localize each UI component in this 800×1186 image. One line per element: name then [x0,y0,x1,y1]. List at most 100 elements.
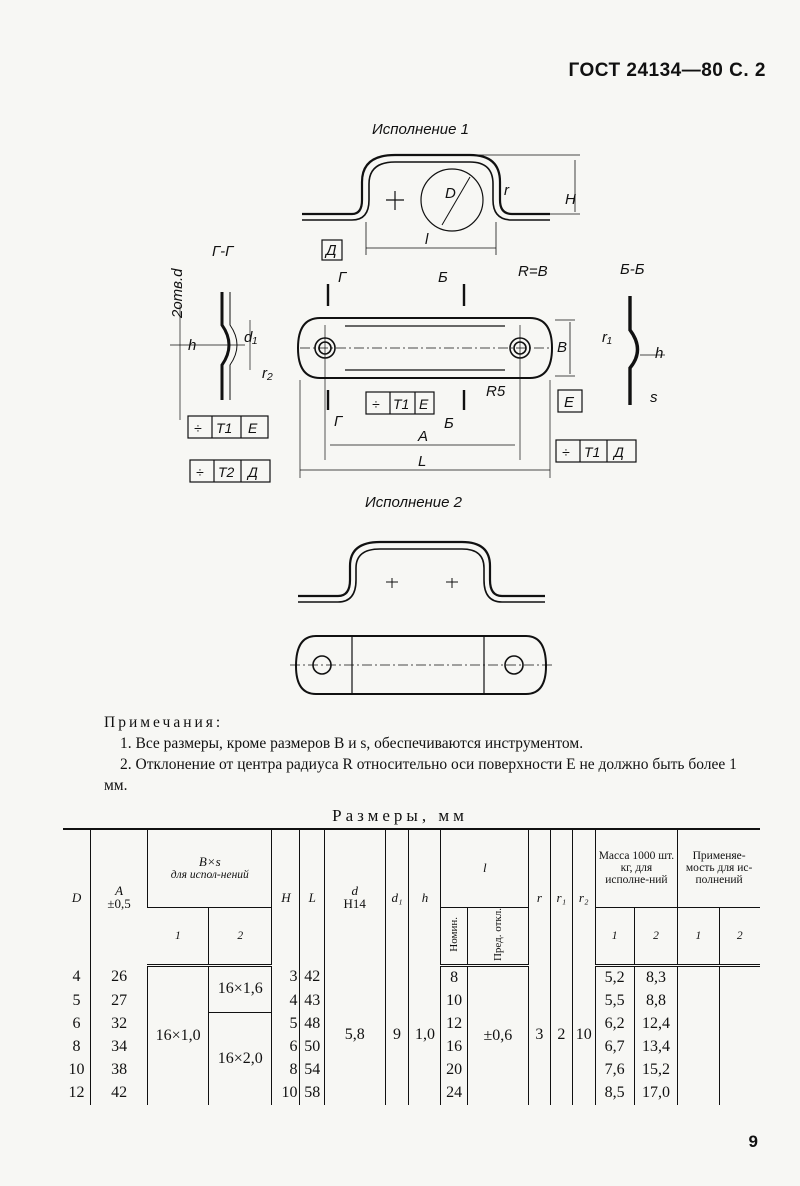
cell-m2: 8,3 [633,965,678,990]
cell-D: 4 [72,968,81,986]
document-header: ГОСТ 24134—80 С. 2 [568,60,766,81]
tol2-sym: ÷ [372,396,380,412]
cell-A: 27 [90,989,148,1013]
cell-m1: 8,5 [594,1081,635,1105]
col-l-dev: Пред. откл. [466,906,529,967]
cell-L: 43 [299,989,325,1013]
table-row: 5 27 4 43 10 5,5 8,8 [63,989,760,1013]
col-D: D [71,889,82,905]
cell-r1: 2 [549,965,573,1105]
col-d-label: d [351,882,358,898]
cell-d: 5,8 [323,965,385,1105]
cell-D: 10 [68,1061,85,1079]
note-1: 1. Все размеры, кроме размеров B и s, об… [120,735,584,752]
cell-L: 50 [299,1035,325,1059]
col-mass: Масса 1000 шт. кг, для исполне-ний [594,829,678,907]
col-d: d H14 [323,829,385,966]
variant2-title: Исполнение 2 [365,494,463,511]
tol1-datum: E [248,420,258,436]
col-mass-v1: 1 [594,906,635,967]
table-row: 10 38 8 54 20 7,6 15,2 [63,1058,760,1082]
cell-L: 58 [299,1081,325,1105]
cell-D: 8 [72,1038,81,1056]
cell-app2 [718,965,760,1105]
cell-D: 6 [72,1015,81,1033]
label-D: D [445,185,456,202]
page-number: 9 [748,1132,758,1151]
col-l-nom: Номин. [440,906,468,967]
cell-m1: 7,6 [594,1058,635,1082]
tol3-sym: ÷ [562,444,570,460]
label-d1: d₁ [244,329,257,346]
cell-m1: 6,2 [594,1012,635,1036]
cell-m1: 5,2 [594,965,635,990]
section-g-title: Г-Г [212,243,235,260]
cell-bs2a: 16×1,6 [208,965,272,1014]
table-row: 12 42 10 58 24 8,5 17,0 [63,1081,760,1105]
col-r: r [528,829,551,966]
label-h: h [188,337,196,354]
label-G-top: Г [338,269,348,286]
cell-l: 8 [440,965,468,990]
tol2-grade: T1 [393,396,409,412]
cell-l: 24 [440,1081,468,1105]
cell-m2: 13,4 [633,1035,678,1059]
label-A: A [417,428,428,445]
cell-bs2b: 16×2,0 [208,1012,272,1105]
cell-h: 1,0 [408,965,441,1105]
cell-D: 5 [72,992,81,1010]
cell-H: 5 [271,1012,300,1036]
col-A-tol: ±0,5 [107,895,131,911]
tol4-grade: T2 [218,464,235,480]
tol4-sym: ÷ [196,464,204,480]
cell-l: 10 [440,989,468,1013]
col-A: A ±0,5 [90,829,148,966]
col-h: h [408,829,441,966]
cell-A: 42 [90,1081,148,1105]
col-mass-v2: 2 [633,906,678,967]
col-d-tol: H14 [343,895,366,911]
cell-d1: 9 [384,965,409,1105]
label-R-eq-B: R=B [518,263,548,280]
tol1-sym: ÷ [194,420,202,436]
cell-H: 10 [271,1081,300,1105]
cell-m2: 15,2 [633,1058,678,1082]
col-applic-v1: 1 [677,906,720,967]
tol2-datum: E [419,396,429,412]
cell-A: 32 [90,1012,148,1036]
tol1-grade: T1 [216,420,232,436]
label-r: r [504,182,510,199]
note-2: 2. Отклонение от центра радиуса R относи… [104,756,737,794]
label-r2: r₂ [262,365,273,382]
cell-l: 12 [440,1012,468,1036]
col-L: L [299,829,325,966]
label-two-holes: 2отв.d [169,268,186,319]
label-H: H [565,191,576,208]
table-row: 4 26 16×1,0 16×1,6 3 42 5,8 9 1,0 8 ±0,6… [63,965,760,1105]
cell-m1: 5,5 [594,989,635,1013]
col-r1: r₁ [549,829,573,966]
notes-title: Примечания: [104,714,224,731]
cell-H: 3 [271,965,300,990]
cell-D: 12 [68,1084,85,1102]
cell-l-dev: ±0,6 [466,965,529,1105]
col-d1: d₁ [384,829,409,966]
label-r1: r₁ [602,329,612,346]
table-row: 6 32 16×2,0 5 48 12 6,2 12,4 [63,1012,760,1105]
cell-A: 26 [90,965,148,990]
variant1-title: Исполнение 1 [372,121,470,138]
tol4-datum: Д [246,464,258,480]
label-h2: h [655,345,663,362]
label-B-bottom: Б [444,415,454,432]
label-l: l [425,231,429,248]
dimensions-table: D A ±0,5 B×s для испол-нений H L d H14 d… [63,828,760,1105]
label-E-box: Е [564,394,575,411]
label-B-top: Б [438,269,448,286]
cell-l: 20 [440,1058,468,1082]
cell-A: 38 [90,1058,148,1082]
cell-L: 42 [299,965,325,990]
col-r2: r₂ [571,829,596,966]
col-l-dev-label: Пред. откл. [491,907,504,961]
label-s: s [650,389,658,406]
col-Bs-label: B×s [198,853,221,869]
